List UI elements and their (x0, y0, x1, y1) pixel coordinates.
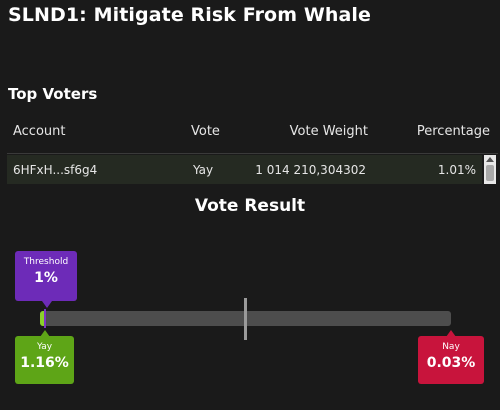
column-header-percentage: Percentage (416, 124, 490, 139)
column-header-account: Account (13, 124, 66, 139)
column-header-vote-weight: Vote Weight (289, 124, 368, 139)
voter-account[interactable]: 6HFxH...sf6g4 (13, 163, 98, 177)
yay-badge: Yay 1.16% (15, 336, 74, 384)
voters-table-header: Account Vote Vote Weight Percentage (0, 122, 500, 144)
scrollbar-thumb[interactable] (486, 165, 494, 181)
vote-result-title: Vote Result (194, 196, 306, 216)
yay-label: Yay (36, 342, 53, 352)
nay-badge: Nay 0.03% (418, 336, 484, 384)
voter-vote: Yay (193, 163, 214, 177)
voter-vote-weight: 1 014 210,304302 (255, 163, 366, 177)
yay-bar-fill (40, 311, 44, 326)
threshold-marker (44, 309, 46, 328)
midpoint-marker (244, 298, 247, 340)
yay-pointer-icon (40, 330, 50, 337)
threshold-label: Threshold (23, 257, 69, 267)
column-header-vote: Vote (191, 124, 220, 139)
yay-value: 1.16% (20, 355, 69, 371)
proposal-title: SLND1: Mitigate Risk From Whale (8, 4, 372, 26)
nay-label: Nay (442, 342, 460, 352)
scroll-up-icon[interactable] (486, 157, 494, 162)
threshold-badge: Threshold 1% (15, 251, 77, 301)
top-voters-title: Top Voters (8, 85, 98, 103)
table-row[interactable]: 6HFxH...sf6g4 Yay 1 014 210,304302 1.01% (7, 155, 482, 184)
threshold-value: 1% (34, 270, 58, 286)
threshold-pointer-icon (42, 301, 52, 308)
nay-pointer-icon (446, 330, 456, 337)
voter-percentage: 1.01% (437, 163, 476, 177)
nay-value: 0.03% (426, 355, 476, 371)
voters-table-body: 6HFxH...sf6g4 Yay 1 014 210,304302 1.01% (7, 153, 498, 185)
table-scrollbar[interactable] (484, 155, 496, 184)
